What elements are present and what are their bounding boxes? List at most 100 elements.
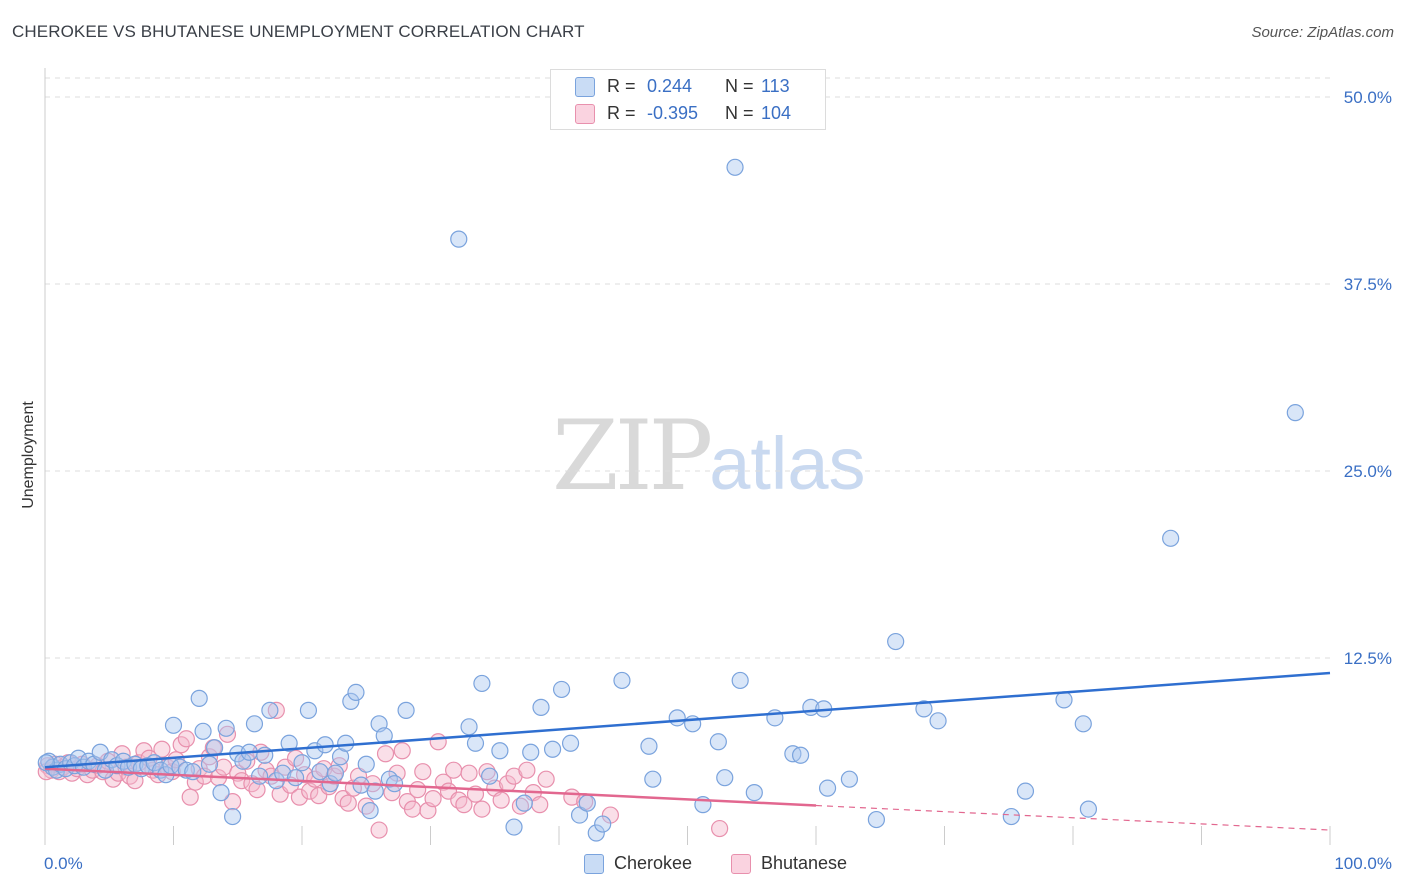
bhutanese-point xyxy=(177,730,195,748)
r-label: R = xyxy=(607,76,636,96)
cherokee-point xyxy=(261,701,279,719)
cherokee-point xyxy=(397,701,415,719)
cherokee-point xyxy=(867,810,885,829)
bhutanese-point xyxy=(445,761,463,779)
cherokee-point xyxy=(726,158,744,176)
y-tick-label: 50.0% xyxy=(1344,88,1392,107)
cherokee-point xyxy=(326,764,345,782)
cherokee-trend-line xyxy=(44,671,1331,769)
cherokee-point xyxy=(668,709,686,727)
cherokee-point xyxy=(347,683,365,702)
cherokee-point xyxy=(200,755,219,773)
bhutanese-point xyxy=(153,740,171,758)
bhutanese-point xyxy=(267,701,285,719)
legend-label-cherokee: Cherokee xyxy=(614,853,693,873)
r-value: 0.244 xyxy=(647,76,693,96)
bhutanese-point xyxy=(370,821,388,839)
x-tick-label: 100.0% xyxy=(1334,854,1392,873)
bhutanese-trend-extension xyxy=(815,804,1331,831)
cherokee-point xyxy=(543,740,562,758)
y-tick-label: 12.5% xyxy=(1344,649,1392,668)
cherokee-point xyxy=(552,680,571,699)
cherokee-point xyxy=(357,755,375,773)
legend-label-bhutanese: Bhutanese xyxy=(761,853,848,873)
bhutanese-point xyxy=(711,819,729,838)
cherokee-point xyxy=(570,806,589,824)
cherokee-point xyxy=(286,769,305,787)
cherokee-point xyxy=(190,689,208,707)
cherokee-point xyxy=(250,767,269,785)
bhutanese-point xyxy=(424,790,442,808)
stats-legend: R = 0.244 N = 113 R = -0.395 N = 104 xyxy=(550,69,826,130)
cherokee-point xyxy=(224,807,242,826)
cherokee-point xyxy=(450,230,468,248)
cherokee-point xyxy=(791,746,810,764)
cherokee-point xyxy=(515,794,533,812)
source-label: Source: ZipAtlas.com xyxy=(1251,24,1394,41)
cherokee-point xyxy=(561,734,580,752)
bhutanese-point xyxy=(409,781,427,799)
cherokee-point xyxy=(532,698,550,716)
cherokee-point xyxy=(505,818,523,836)
cherokee-point xyxy=(366,782,384,800)
bhutanese-point xyxy=(403,800,422,818)
cherokee-point xyxy=(481,767,499,785)
cherokee-point xyxy=(887,632,905,651)
cherokee-point xyxy=(280,734,298,752)
cherokee-point xyxy=(491,742,509,760)
bhutanese-point xyxy=(186,773,204,791)
legend-item-bhutanese[interactable]: Bhutanese xyxy=(731,853,847,874)
cherokee-point xyxy=(716,769,734,787)
legend-item-cherokee[interactable]: Cherokee xyxy=(584,853,692,874)
bhutanese-point xyxy=(414,763,432,781)
chart-title: CHEROKEE VS BHUTANESE UNEMPLOYMENT CORRE… xyxy=(12,22,585,41)
cherokee-legend-swatch xyxy=(584,853,604,874)
bhutanese-point xyxy=(393,742,411,760)
cherokee-point xyxy=(217,719,235,737)
cherokee-point xyxy=(929,712,947,730)
bhutanese-point xyxy=(531,796,549,814)
cherokee-point xyxy=(473,674,491,693)
cherokee-point xyxy=(522,743,540,761)
bhutanese-point xyxy=(478,763,496,781)
r-value: -0.395 xyxy=(647,103,699,123)
bhutanese-swatch xyxy=(575,103,595,124)
cherokee-point xyxy=(644,770,662,788)
cherokee-point xyxy=(1286,404,1304,422)
n-value: 113 xyxy=(761,76,790,96)
bhutanese-point xyxy=(429,733,447,751)
bhutanese-point xyxy=(518,761,536,779)
bhutanese-point xyxy=(434,773,452,791)
cherokee-point xyxy=(731,671,749,690)
cherokee-point xyxy=(212,784,230,802)
cherokee-point xyxy=(1074,715,1092,733)
cherokee-point xyxy=(337,734,355,752)
cherokee-point xyxy=(915,700,933,718)
bhutanese-point xyxy=(537,770,555,788)
bottom-legend: Cherokee Bhutanese xyxy=(0,853,1406,877)
stats-row-cherokee: R = 0.244 N = 113 xyxy=(551,73,790,100)
cherokee-point xyxy=(1055,691,1073,709)
cherokee-point xyxy=(245,715,264,733)
bhutanese-legend-swatch xyxy=(731,853,751,874)
x-tick-label: 0.0% xyxy=(44,854,83,873)
bhutanese-point xyxy=(376,745,395,763)
cherokee-point xyxy=(613,671,631,690)
cherokee-point xyxy=(69,749,88,767)
bhutanese-point xyxy=(339,794,357,812)
cherokee-point xyxy=(587,824,605,842)
cherokee-point xyxy=(342,692,360,710)
n-label: N = xyxy=(725,76,754,96)
bhutanese-point xyxy=(224,793,242,811)
watermark: ZIPatlas xyxy=(552,400,866,512)
stats-row-bhutanese: R = -0.395 N = 104 xyxy=(551,100,791,127)
bhutanese-point xyxy=(218,725,237,743)
bhutanese-point xyxy=(492,791,510,809)
bhutanese-point xyxy=(460,764,478,782)
watermark-atlas: atlas xyxy=(709,422,866,505)
r-label: R = xyxy=(607,103,636,123)
cherokee-point xyxy=(385,775,404,793)
cherokee-point xyxy=(361,801,379,820)
cherokee-point xyxy=(164,716,183,734)
